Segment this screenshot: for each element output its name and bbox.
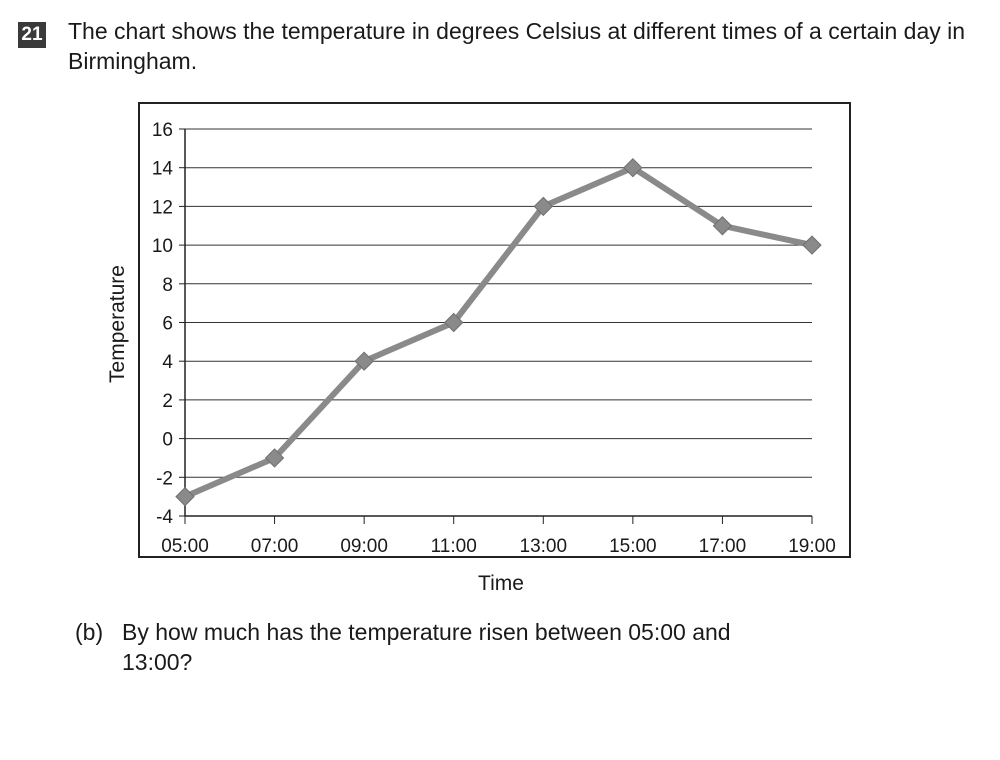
series-temperature bbox=[175, 157, 822, 507]
chart-frame bbox=[138, 102, 851, 558]
axes bbox=[179, 128, 813, 524]
y-tick-label: 8 bbox=[162, 275, 173, 296]
data-point-marker bbox=[533, 196, 553, 217]
y-tick-label: 14 bbox=[152, 159, 174, 180]
x-tick-label: 09:00 bbox=[340, 536, 388, 557]
y-tick-label: 2 bbox=[162, 391, 173, 412]
data-point-marker bbox=[712, 216, 733, 236]
question-text: The chart shows the temperature in degre… bbox=[68, 18, 966, 74]
x-tick-label: 07:00 bbox=[251, 536, 299, 557]
x-axis-title: Time bbox=[478, 572, 524, 595]
y-tick-label: 6 bbox=[162, 314, 173, 335]
y-tick-label: -4 bbox=[156, 507, 173, 528]
x-tick-label: 05:00 bbox=[161, 536, 209, 557]
data-point-marker bbox=[354, 351, 374, 371]
data-point-marker bbox=[623, 157, 643, 178]
y-tick-label: -2 bbox=[156, 468, 173, 489]
y-axis-title: Temperature bbox=[106, 265, 129, 383]
grid-lines bbox=[185, 128, 812, 478]
data-point-marker bbox=[802, 235, 822, 255]
part-b-question: By how much has the temperature risen be… bbox=[122, 619, 731, 675]
x-tick-label: 19:00 bbox=[788, 536, 836, 557]
data-point-marker bbox=[175, 486, 195, 507]
y-tick-label: 4 bbox=[162, 352, 173, 373]
y-tick-label: 10 bbox=[152, 236, 173, 257]
x-tick-label: 13:00 bbox=[520, 536, 568, 557]
data-point-marker bbox=[264, 448, 285, 468]
x-tick-label: 17:00 bbox=[699, 536, 747, 557]
data-point-marker bbox=[444, 312, 464, 333]
y-tick-label: 12 bbox=[152, 197, 173, 218]
question-number-badge: 21 bbox=[18, 22, 46, 48]
x-tick-label: 11:00 bbox=[431, 536, 477, 557]
series-line bbox=[182, 164, 815, 500]
y-tick-labels: -4 -2 0 2 4 6 8 10 12 14 16 bbox=[152, 120, 174, 528]
y-tick-label: 0 bbox=[162, 430, 173, 451]
y-tick-label: 16 bbox=[152, 120, 173, 141]
x-tick-labels: 05:00 07:00 09:00 11:00 13:00 15:00 17:00 19:00 bbox=[161, 536, 836, 557]
part-b-label: (b) bbox=[75, 619, 104, 645]
x-tick-label: 15:00 bbox=[609, 536, 657, 557]
